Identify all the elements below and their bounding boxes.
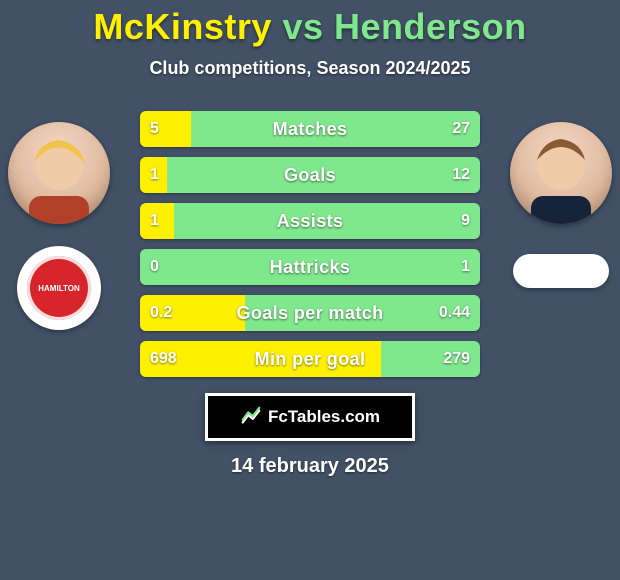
stat-row: 01Hattricks [140, 249, 480, 285]
crest-label: HAMILTON [38, 284, 79, 293]
stat-row: 112Goals [140, 157, 480, 193]
stat-row: 527Matches [140, 111, 480, 147]
stat-fill-left [140, 341, 381, 377]
stat-row: 698279Min per goal [140, 341, 480, 377]
stat-fill-left [140, 157, 167, 193]
brand-label: FcTables.com [268, 407, 380, 427]
player-left-crest: HAMILTON [17, 246, 101, 330]
stat-fill-left [140, 111, 191, 147]
player-right-crest [513, 254, 609, 288]
brand-badge[interactable]: FcTables.com [205, 393, 415, 441]
subtitle: Club competitions, Season 2024/2025 [149, 58, 470, 79]
title-player-right: Henderson [334, 6, 527, 47]
chart-icon [240, 406, 262, 428]
player-right-avatar [510, 122, 612, 224]
stat-fill-left [140, 295, 245, 331]
player-left-avatar [8, 122, 110, 224]
stat-fill-left [140, 203, 174, 239]
title-vs: vs [282, 6, 323, 47]
player-right-column [510, 122, 612, 288]
crest-badge-icon: HAMILTON [27, 256, 91, 320]
snapshot-date: 14 february 2025 [231, 455, 389, 478]
title-player-left: McKinstry [93, 6, 272, 47]
avatar-placeholder-icon [9, 124, 109, 224]
stat-fill-right [191, 111, 480, 147]
comparison-card: McKinstry vs Henderson Club competitions… [0, 0, 620, 580]
stats-table: 527Matches 112Goals 19Assists 01Hattricks 0.… [140, 111, 480, 377]
stat-fill-right [140, 249, 480, 285]
page-title: McKinstry vs Henderson [93, 6, 526, 48]
player-left-column: HAMILTON [8, 122, 110, 330]
stat-row: 19Assists [140, 203, 480, 239]
stat-fill-right [381, 341, 480, 377]
stat-fill-right [167, 157, 480, 193]
stat-fill-right [245, 295, 480, 331]
stat-fill-right [174, 203, 480, 239]
stat-row: 0.20.44Goals per match [140, 295, 480, 331]
avatar-placeholder-icon [511, 124, 611, 224]
